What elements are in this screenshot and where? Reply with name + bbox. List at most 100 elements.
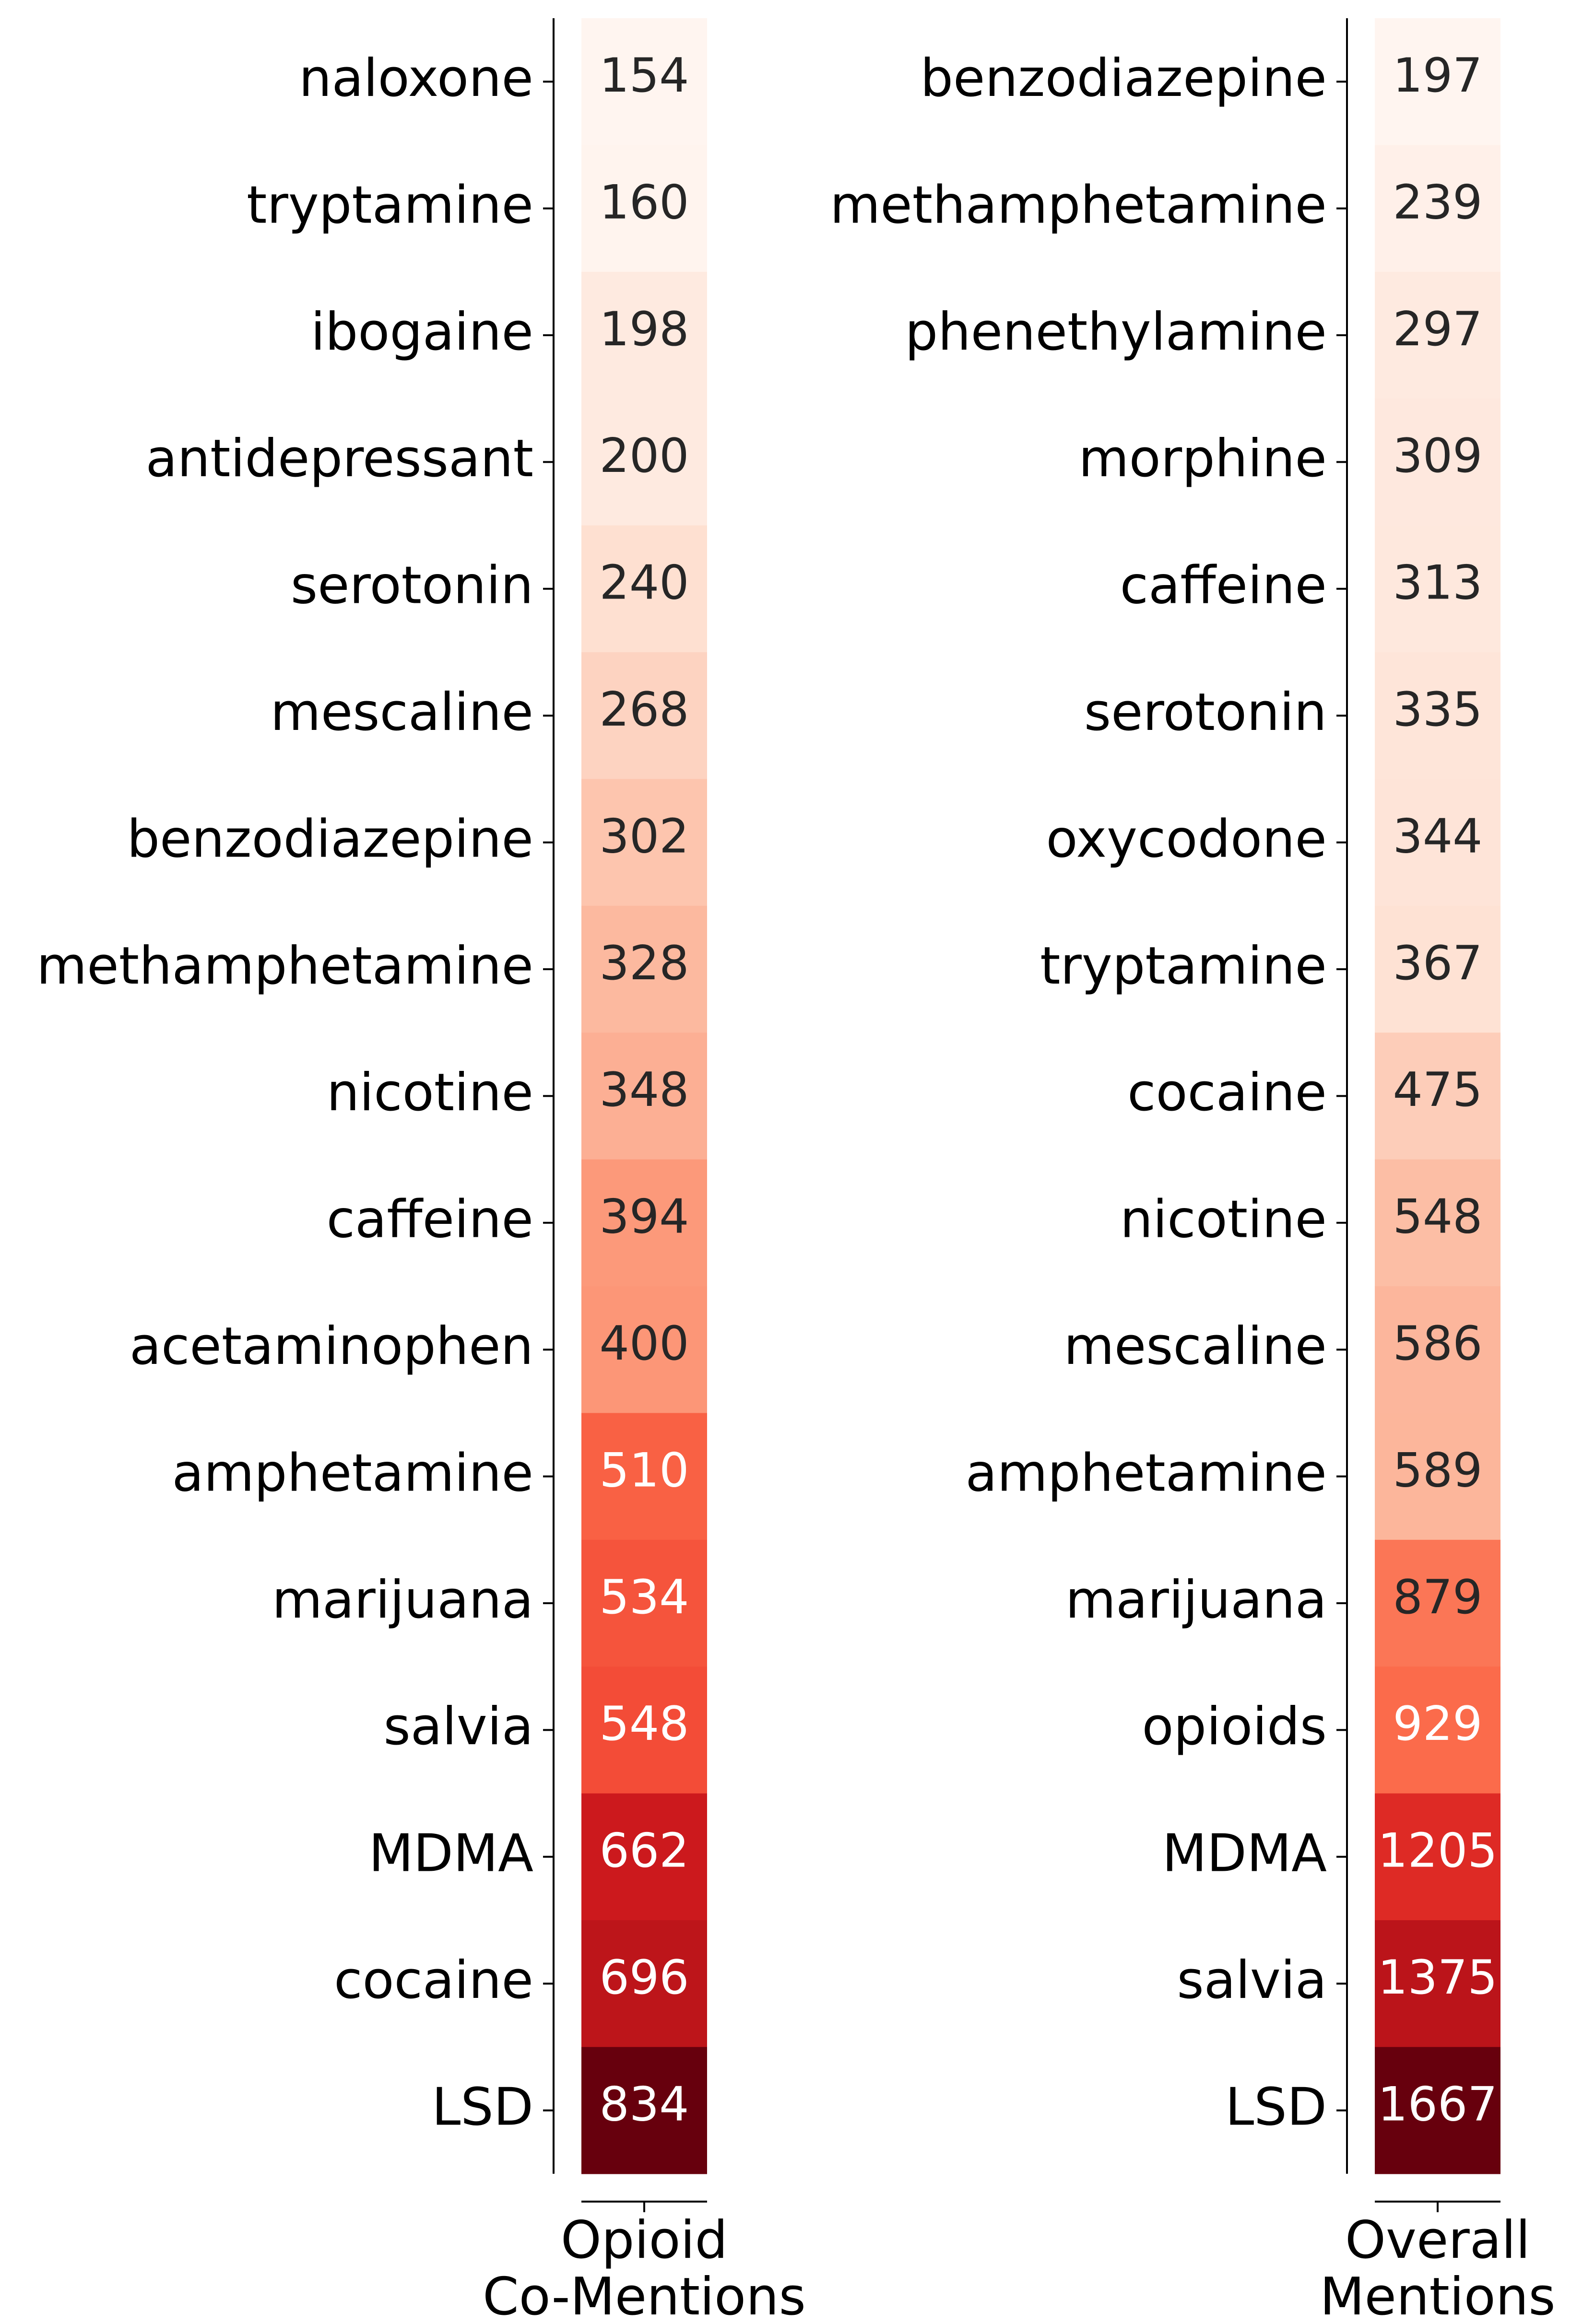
heatmap-cell [581,779,707,906]
cell-value-label: 1667 [1378,2077,1497,2132]
cell-value-label: 302 [599,809,689,864]
cell-value-label: 197 [1393,48,1482,103]
y-tick-label: tryptamine [247,175,533,235]
heatmap-cell [581,525,707,653]
heatmap-cell [581,399,707,526]
cell-value-label: 534 [599,1570,689,1625]
heatmap-cell [581,1667,707,1794]
y-tick-label: nicotine [327,1063,533,1123]
heatmap-cell [581,1159,707,1287]
y-tick-label: caffeine [327,1190,533,1250]
y-tick-label: tryptamine [1040,936,1327,996]
cell-value-label: 662 [599,1824,689,1878]
y-tick-label: MDMA [1162,1824,1327,1884]
cell-value-label: 510 [599,1443,689,1498]
heatmap-cell [581,1413,707,1540]
heatmap-cell [581,652,707,779]
y-tick-label: methamphetamine [36,936,533,996]
cell-value-label: 589 [1393,1443,1482,1498]
cell-value-label: 160 [599,175,689,230]
y-tick-label: phenethylamine [905,302,1327,362]
cell-value-label: 834 [599,2077,689,2132]
cell-value-label: 154 [599,48,689,103]
y-tick-label: cocaine [1127,1063,1327,1123]
y-tick-label: caffeine [1120,556,1327,616]
cell-value-label: 198 [599,302,689,357]
heatmap-cell [1375,1667,1500,1794]
heatmap-cell [1375,905,1500,1033]
cell-value-label: 309 [1393,429,1482,483]
y-tick-label: oxycodone [1046,809,1327,869]
y-tick-label: cocaine [334,1950,533,2010]
heatmap-panel-2: 197 benzodiazepine 239 methamphetamine 297 ph… [830,18,1556,2324]
heatmap-cell [1375,2047,1500,2174]
cell-value-label: 200 [599,429,689,483]
cell-value-label: 548 [1393,1190,1482,1244]
heatmap-cell [1375,1159,1500,1287]
cell-value-label: 879 [1393,1570,1482,1625]
cell-value-label: 400 [599,1316,689,1371]
cell-value-label: 929 [1393,1697,1482,1751]
cell-value-label: 240 [599,556,689,610]
y-tick-label: marijuana [272,1570,533,1630]
heatmap-cell [581,1286,707,1413]
y-tick-label: LSD [1225,2077,1327,2137]
heatmap-cell [581,1920,707,2047]
y-tick-label: salvia [383,1697,533,1757]
cell-value-label: 344 [1393,809,1482,864]
heatmap-cell [1375,1793,1500,1921]
heatmap-cell [1375,271,1500,399]
heatmap-cell [581,271,707,399]
y-tick-label: benzodiazepine [920,48,1327,108]
heatmap-cell [581,18,707,145]
y-tick-label: salvia [1177,1950,1327,2010]
y-tick-label: benzodiazepine [127,809,533,869]
y-tick-label: LSD [432,2077,533,2137]
y-tick-label: amphetamine [172,1443,533,1503]
cell-value-label: 348 [599,1063,689,1117]
heatmap-cell [1375,145,1500,272]
heatmap-cell [581,1539,707,1667]
heatmap-cell [1375,779,1500,906]
cell-value-label: 696 [599,1950,689,2005]
cell-value-label: 1205 [1378,1824,1497,1878]
cell-value-label: 313 [1393,556,1482,610]
y-tick-label: mescaline [1064,1316,1327,1376]
heatmap-cell [581,2047,707,2174]
cell-value-label: 367 [1393,936,1482,991]
y-tick-label: mescaline [271,682,533,742]
cell-value-label: 548 [599,1697,689,1751]
y-tick-label: marijuana [1065,1570,1327,1630]
heatmap-cell [1375,18,1500,145]
heatmap-cell [1375,1920,1500,2047]
heatmap-cell [1375,1539,1500,1667]
y-tick-label: opioids [1142,1697,1327,1757]
y-tick-label: antidepressant [145,429,533,489]
y-tick-label: nicotine [1120,1190,1327,1250]
heatmap-cell [1375,652,1500,779]
cell-value-label: 394 [599,1190,689,1244]
cell-value-label: 475 [1393,1063,1482,1117]
x-tick-label: Overall [1345,2210,1530,2270]
heatmap-cell [1375,525,1500,653]
y-tick-label: serotonin [291,556,533,616]
heatmap-cell [1375,1413,1500,1540]
cell-value-label: 1375 [1378,1950,1497,2005]
heatmap-cell [581,1793,707,1921]
y-tick-label: MDMA [369,1824,533,1884]
cell-value-label: 268 [599,682,689,737]
y-tick-label: serotonin [1084,682,1327,742]
heatmap-cell [581,1033,707,1160]
heatmap-panel-1: 154 naloxone 160 tryptamine 198 ibogaine 200 an… [36,18,806,2324]
x-tick-label: Opioid [561,2210,728,2270]
x-tick-label: Co-Mentions [483,2267,806,2324]
heatmap-cell [1375,1286,1500,1413]
y-tick-label: ibogaine [311,302,533,362]
y-tick-label: acetaminophen [130,1316,533,1376]
cell-value-label: 297 [1393,302,1482,357]
x-tick-label: Mentions [1320,2267,1555,2324]
y-tick-label: morphine [1078,429,1327,489]
cell-value-label: 328 [599,936,689,991]
